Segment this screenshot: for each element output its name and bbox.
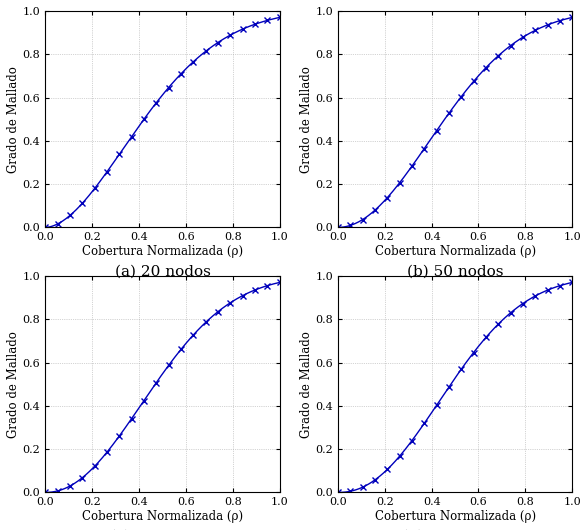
X-axis label: Cobertura Normalizada (ρ): Cobertura Normalizada (ρ) [82, 245, 243, 258]
Text: (a) 20 nodos: (a) 20 nodos [115, 264, 211, 279]
X-axis label: Cobertura Normalizada (ρ): Cobertura Normalizada (ρ) [82, 510, 243, 523]
Text: (b) 50 nodos: (b) 50 nodos [407, 264, 503, 279]
Y-axis label: Grado de Mallado: Grado de Mallado [299, 331, 313, 438]
X-axis label: Cobertura Normalizada (ρ): Cobertura Normalizada (ρ) [375, 510, 536, 523]
X-axis label: Cobertura Normalizada (ρ): Cobertura Normalizada (ρ) [375, 245, 536, 258]
Y-axis label: Grado de Mallado: Grado de Mallado [299, 66, 313, 173]
Y-axis label: Grado de Mallado: Grado de Mallado [7, 66, 20, 173]
Y-axis label: Grado de Mallado: Grado de Mallado [7, 331, 20, 438]
